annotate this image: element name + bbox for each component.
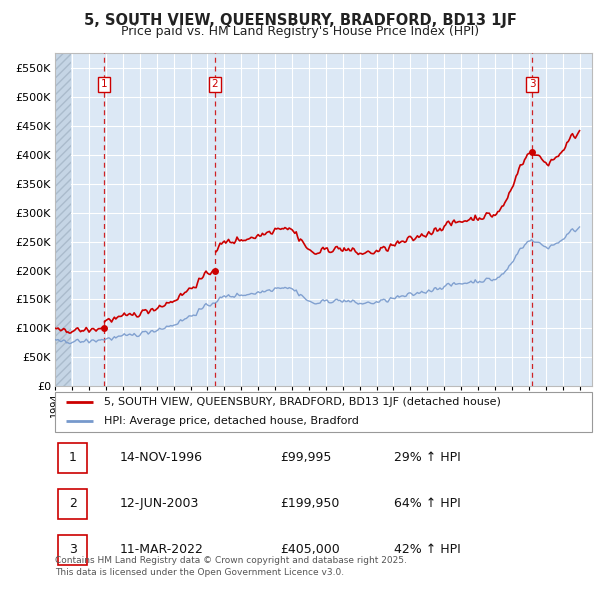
Text: 12-JUN-2003: 12-JUN-2003 (119, 497, 199, 510)
FancyBboxPatch shape (58, 489, 88, 519)
Point (527, 147, 537, 156)
Text: 2: 2 (69, 497, 77, 510)
Text: 42% ↑ HPI: 42% ↑ HPI (394, 543, 460, 556)
Point (210, 266, 220, 276)
Text: HPI: Average price, detached house, Bradford: HPI: Average price, detached house, Brad… (104, 417, 358, 427)
Text: 1: 1 (100, 80, 107, 90)
Text: Contains HM Land Registry data © Crown copyright and database right 2025.
This d: Contains HM Land Registry data © Crown c… (55, 556, 407, 577)
Text: £99,995: £99,995 (281, 451, 332, 464)
Text: 3: 3 (69, 543, 77, 556)
Text: 3: 3 (529, 80, 535, 90)
Text: 11-MAR-2022: 11-MAR-2022 (119, 543, 203, 556)
FancyBboxPatch shape (55, 392, 592, 432)
Bar (55, 53, 71, 386)
FancyBboxPatch shape (58, 535, 88, 565)
Text: 14-NOV-1996: 14-NOV-1996 (119, 451, 203, 464)
Text: £199,950: £199,950 (281, 497, 340, 510)
Text: Price paid vs. HM Land Registry's House Price Index (HPI): Price paid vs. HM Land Registry's House … (121, 25, 479, 38)
Text: 5, SOUTH VIEW, QUEENSBURY, BRADFORD, BD13 1JF: 5, SOUTH VIEW, QUEENSBURY, BRADFORD, BD1… (83, 13, 517, 28)
Point (99, 324, 109, 333)
Text: 2: 2 (212, 80, 218, 90)
Text: 29% ↑ HPI: 29% ↑ HPI (394, 451, 460, 464)
Text: 5, SOUTH VIEW, QUEENSBURY, BRADFORD, BD13 1JF (detached house): 5, SOUTH VIEW, QUEENSBURY, BRADFORD, BD1… (104, 397, 500, 407)
Text: 1: 1 (69, 451, 77, 464)
Text: £405,000: £405,000 (281, 543, 340, 556)
Text: 64% ↑ HPI: 64% ↑ HPI (394, 497, 460, 510)
FancyBboxPatch shape (58, 442, 88, 473)
